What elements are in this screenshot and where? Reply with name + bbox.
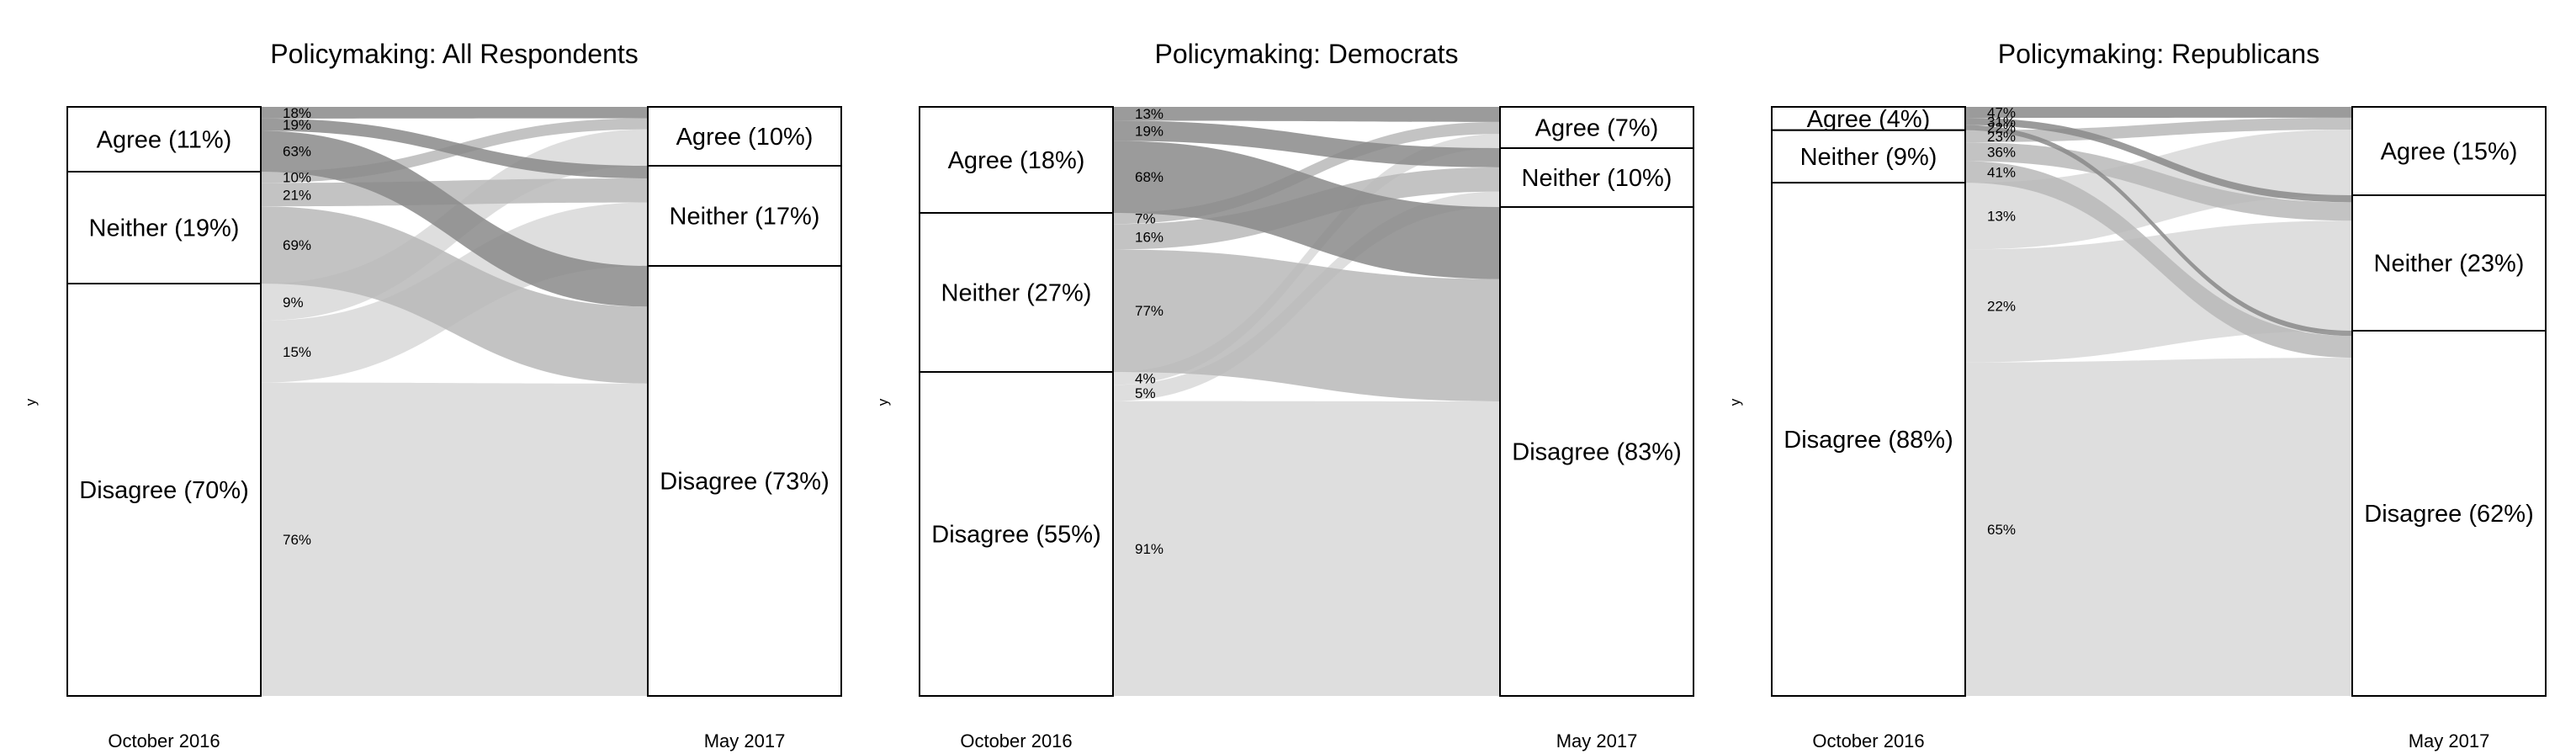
node-left-neither: [1771, 129, 1966, 184]
flow-pct-label: 19%: [283, 117, 311, 133]
flow-pct-label: 21%: [283, 187, 311, 203]
flow-agree-to-neither: [1113, 120, 1500, 167]
node-label: Neither (10%): [1522, 165, 1672, 192]
flow-neither-to-disagree: [1113, 249, 1500, 401]
node-label: Agree (10%): [676, 124, 814, 151]
flow-pct-label: 76%: [283, 532, 311, 548]
y-axis-label: y: [23, 398, 39, 406]
node-label: Agree (11%): [97, 127, 232, 154]
node-left-agree: [1771, 106, 1966, 131]
node-left-disagree: [1771, 182, 1966, 698]
flow-pct-label: 7%: [1135, 211, 1156, 227]
flow-pct-label: 31%: [1987, 114, 2016, 130]
flow-pct-label: 15%: [283, 344, 311, 360]
node-label: Disagree (55%): [931, 522, 1100, 549]
flow-pct-label: 41%: [1987, 164, 2016, 180]
node-label: Neither (17%): [670, 204, 820, 231]
node-left-disagree: [919, 371, 1114, 697]
flow-pct-label: 19%: [1135, 123, 1163, 139]
flow-pct-label: 22%: [1987, 120, 2016, 136]
node-left-neither: [919, 212, 1114, 373]
node-label: Neither (23%): [2374, 251, 2525, 278]
node-right-agree: [647, 106, 842, 167]
y-axis-label: y: [875, 398, 891, 406]
node-label: Disagree (83%): [1512, 439, 1681, 466]
alluvial-panel: 47%31%22%23%36%41%13%22%65%Agree (4%)Nei…: [1727, 39, 2547, 751]
node-label: Neither (27%): [941, 280, 1092, 307]
flow-pct-label: 91%: [1135, 541, 1163, 557]
x-axis-label-left: October 2016: [108, 730, 220, 751]
flow-pct-label: 4%: [1135, 371, 1156, 387]
node-label: Neither (9%): [1800, 144, 1937, 171]
flow-agree-to-disagree: [1965, 125, 2352, 337]
flow-neither-to-disagree: [261, 206, 648, 384]
chart-title: Policymaking: Republicans: [1998, 39, 2319, 69]
flow-agree-to-disagree: [1113, 141, 1500, 279]
node-left-neither: [66, 171, 262, 284]
flow-agree-to-agree: [1113, 107, 1500, 122]
flow-pct-label: 63%: [283, 144, 311, 160]
flow-agree-to-agree: [261, 107, 648, 119]
flow-pct-label: 5%: [1135, 385, 1156, 401]
node-label: Agree (15%): [2381, 139, 2518, 166]
flow-disagree-to-agree: [1113, 134, 1500, 385]
flow-pct-label: 23%: [1987, 129, 2016, 145]
node-label: Agree (7%): [1535, 115, 1659, 142]
flow-pct-label: 10%: [283, 170, 311, 186]
flow-disagree-to-disagree: [1113, 401, 1500, 696]
chart-title: Policymaking: Democrats: [1155, 39, 1459, 69]
node-left-agree: [919, 106, 1114, 214]
x-axis-label-left: October 2016: [960, 730, 1072, 751]
flow-neither-to-agree: [1965, 117, 2352, 143]
flow-agree-to-agree: [1965, 107, 2352, 119]
flow-pct-label: 16%: [1135, 229, 1163, 245]
node-label: Neither (19%): [89, 215, 240, 242]
flow-pct-label: 69%: [283, 237, 311, 253]
flow-neither-to-neither: [1965, 142, 2352, 221]
flow-pct-label: 9%: [283, 295, 304, 311]
node-right-disagree: [1499, 206, 1694, 697]
flow-neither-to-disagree: [1965, 161, 2352, 358]
node-right-neither: [2351, 194, 2547, 332]
flow-neither-to-agree: [1113, 121, 1500, 225]
node-label: Disagree (62%): [2364, 501, 2533, 528]
flow-disagree-to-disagree: [261, 382, 648, 696]
flow-agree-to-disagree: [261, 130, 648, 307]
node-label: Agree (18%): [948, 147, 1085, 174]
x-axis-label-right: May 2017: [704, 730, 786, 751]
node-label: Agree (4%): [1807, 106, 1931, 133]
node-left-disagree: [66, 283, 262, 697]
y-axis-label: y: [1727, 398, 1743, 406]
flow-pct-label: 13%: [1135, 106, 1163, 122]
flow-agree-to-neither: [1965, 118, 2352, 203]
flow-agree-to-neither: [261, 118, 648, 179]
x-axis-label-left: October 2016: [1812, 730, 1924, 751]
flow-pct-label: 18%: [283, 105, 311, 121]
flow-disagree-to-disagree: [1965, 358, 2352, 696]
flow-pct-label: 77%: [1135, 303, 1163, 319]
alluvial-panel: 13%19% 68% 7% 16% 77% 4%5% 91% Agree (18%) Neith…: [875, 39, 1694, 751]
node-right-agree: [1499, 106, 1694, 149]
x-axis-label-right: May 2017: [2409, 730, 2490, 751]
node-right-neither: [647, 165, 842, 267]
node-right-disagree: [2351, 330, 2547, 697]
chart-title: Policymaking: All Respondents: [270, 39, 639, 69]
flow-pct-label: 47%: [1987, 105, 2016, 121]
node-right-disagree: [647, 265, 842, 697]
flow-pct-label: 22%: [1987, 298, 2016, 314]
node-label: Disagree (70%): [79, 477, 248, 504]
node-label: Disagree (73%): [660, 469, 829, 496]
flow-pct-label: 36%: [1987, 144, 2016, 160]
node-label: Disagree (88%): [1784, 427, 1953, 454]
flow-pct-label: 13%: [1987, 209, 2016, 225]
node-right-neither: [1499, 147, 1694, 208]
flow-pct-label: 65%: [1987, 522, 2016, 538]
alluvial-panel: 18%19% 63% 10%21% 69% 9% 15% 76% Agree (11%) Nei…: [23, 39, 842, 751]
flow-pct-label: 68%: [1135, 169, 1163, 185]
x-axis-label-right: May 2017: [1556, 730, 1638, 751]
